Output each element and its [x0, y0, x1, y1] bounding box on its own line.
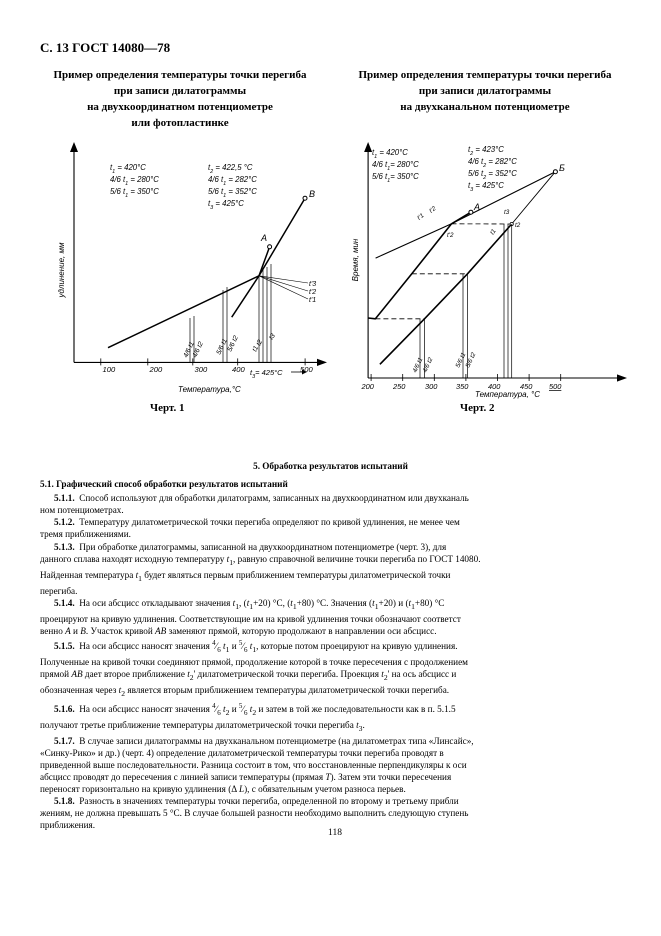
svg-text:300: 300: [195, 365, 208, 374]
svg-text:5/6 t2 = 352°C: 5/6 t2 = 352°C: [468, 169, 517, 181]
svg-text:5/6 t2: 5/6 t2: [464, 351, 477, 369]
svg-text:t'2: t'2: [447, 232, 454, 239]
svg-text:t1 = 420°C: t1 = 420°C: [110, 163, 146, 175]
svg-text:Температура,°С: Температура,°С: [178, 385, 241, 394]
svg-text:200: 200: [361, 382, 375, 391]
svg-text:t2 = 422,5 °C: t2 = 422,5 °C: [208, 163, 253, 175]
svg-text:t'2: t'2: [309, 289, 316, 296]
svg-text:t2: t2: [515, 222, 521, 229]
svg-text:200: 200: [149, 365, 163, 374]
svg-text:t3= 425°C: t3= 425°C: [250, 368, 283, 380]
svg-text:5/6 t1 = 352°C: 5/6 t1 = 352°C: [208, 187, 257, 199]
svg-text:5/6 t1 = 350°C: 5/6 t1 = 350°C: [110, 187, 159, 199]
svg-text:t3 = 425°C: t3 = 425°C: [208, 199, 244, 211]
svg-text:5/6 t1= 350°C: 5/6 t1= 350°C: [372, 172, 419, 184]
svg-text:5/6 t2: 5/6 t2: [226, 334, 240, 352]
svg-text:Б: Б: [559, 163, 565, 173]
svg-text:100: 100: [103, 365, 116, 374]
svg-text:Время, мин: Время, мин: [351, 238, 360, 281]
svg-text:A: A: [473, 202, 480, 212]
svg-text:t3: t3: [268, 332, 277, 341]
svg-text:250: 250: [392, 382, 406, 391]
svg-text:B: B: [309, 189, 315, 199]
svg-text:Температура, °С: Температура, °С: [475, 390, 540, 399]
svg-text:t'1: t'1: [309, 297, 316, 304]
svg-text:300: 300: [425, 382, 438, 391]
svg-text:t'3: t'3: [309, 281, 316, 288]
svg-text:t2 = 423°C: t2 = 423°C: [468, 145, 504, 157]
svg-text:t3: t3: [504, 209, 510, 216]
svg-text:t'2: t'2: [428, 205, 438, 215]
svg-text:A: A: [260, 233, 267, 243]
svg-text:350: 350: [456, 382, 469, 391]
svg-text:4/6 t1 = 282°C: 4/6 t1 = 282°C: [208, 175, 257, 187]
svg-text:удлинение, мм: удлинение, мм: [57, 242, 66, 298]
svg-text:500: 500: [549, 382, 562, 391]
svg-text:4/6 t1 = 280°C: 4/6 t1 = 280°C: [110, 175, 159, 187]
svg-text:4/6 t1= 280°C: 4/6 t1= 280°C: [372, 160, 419, 172]
svg-text:400: 400: [232, 365, 245, 374]
svg-text:t1 = 420°C: t1 = 420°C: [372, 148, 408, 160]
svg-text:t'1: t'1: [416, 212, 425, 221]
svg-text:4/6 t2 = 282°C: 4/6 t2 = 282°C: [468, 157, 517, 169]
svg-text:4/6 t2: 4/6 t2: [421, 356, 434, 374]
svg-text:t1: t1: [489, 228, 498, 236]
svg-text:t3 = 425°C: t3 = 425°C: [468, 181, 504, 193]
